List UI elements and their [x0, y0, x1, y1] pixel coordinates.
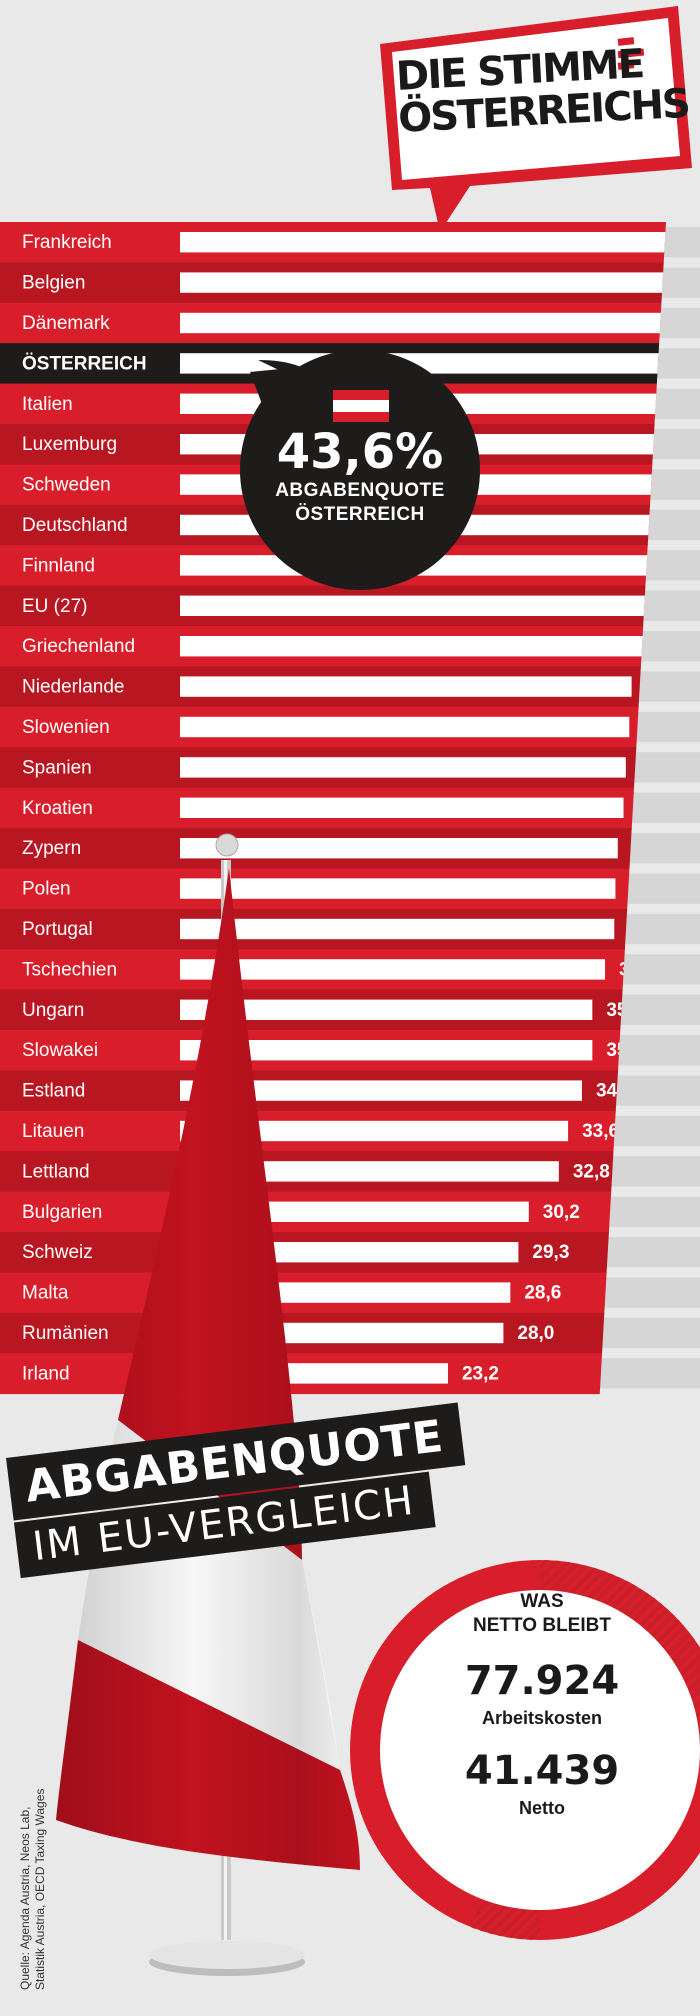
category-label: Frankreich — [22, 232, 112, 253]
value-label: 28,0 — [517, 1323, 554, 1344]
bar — [180, 838, 618, 859]
callout-line-1: ABGABENQUOTE — [275, 480, 445, 501]
value-label: 30,2 — [543, 1202, 580, 1223]
category-label: Estland — [22, 1081, 85, 1102]
value-label: 28,6 — [524, 1283, 561, 1304]
category-label: Niederlande — [22, 677, 124, 698]
logo — [380, 6, 692, 232]
bar — [180, 797, 624, 818]
category-label: Rumänien — [22, 1323, 109, 1344]
source-line-1: Quelle: Agenda Austria, Neos Lab, — [18, 1806, 32, 1990]
bar — [180, 959, 606, 980]
bar — [180, 918, 615, 940]
category-label: Belgien — [22, 273, 85, 294]
category-label: EU (27) — [22, 596, 87, 617]
category-label: Portugal — [22, 919, 93, 940]
callout-text: 43,6% ABGABENQUOTE ÖSTERREICH — [240, 425, 480, 527]
category-label: Dänemark — [22, 313, 110, 334]
bar — [180, 595, 651, 616]
netto-heading-1: WAS — [520, 1591, 564, 1612]
category-label: Griechenland — [22, 636, 135, 657]
source-note: Quelle: Agenda Austria, Neos Lab, Statis… — [18, 1760, 48, 1990]
category-label: Zypern — [22, 838, 81, 859]
category-label: Kroatien — [22, 798, 93, 819]
category-label: Spanien — [22, 757, 92, 778]
category-label: Tschechien — [22, 959, 117, 980]
netto-value-net: 41.439 — [464, 1748, 620, 1794]
netto-heading-2: NETTO BLEIBT — [473, 1615, 611, 1636]
value-label: 32,8 — [573, 1161, 610, 1182]
callout-line-2: ÖSTERREICH — [295, 504, 425, 525]
logo-text: DIE STIMME ÖSTERREICHS — [395, 41, 690, 142]
bar — [180, 312, 666, 334]
category-label: Polen — [22, 879, 71, 900]
chart-rows: Frankreich46,2Belgien46,2Dänemark44,2ÖST… — [0, 222, 666, 1395]
bar — [180, 636, 647, 657]
bar — [180, 1161, 559, 1182]
bar — [180, 272, 666, 293]
value-label: 29,3 — [532, 1242, 569, 1263]
category-label: Litauen — [22, 1121, 84, 1142]
callout-percent: 43,6% — [276, 424, 444, 480]
bar — [180, 676, 632, 697]
category-label: Irland — [22, 1363, 70, 1384]
netto-label-net: Netto — [519, 1798, 565, 1818]
category-label: Luxemburg — [22, 434, 117, 455]
value-label: 23,2 — [462, 1363, 499, 1384]
category-label: Malta — [22, 1283, 69, 1304]
category-label: ÖSTERREICH — [22, 353, 147, 374]
category-label: Schweiz — [22, 1242, 93, 1263]
category-label: Italien — [22, 394, 73, 415]
value-label: 33,6 — [582, 1121, 619, 1142]
bar — [180, 232, 666, 253]
bar — [180, 757, 626, 778]
category-label: Bulgarien — [22, 1202, 102, 1223]
category-label: Deutschland — [22, 515, 128, 536]
category-label: Schweden — [22, 475, 111, 496]
bar — [180, 716, 630, 738]
bar — [180, 999, 593, 1020]
bar — [180, 353, 666, 374]
callout-bubble — [240, 350, 480, 590]
netto-value-labor-cost: 77.924 — [464, 1658, 620, 1704]
category-label: Ungarn — [22, 1000, 84, 1021]
bar — [180, 878, 616, 899]
source-line-2: Statistik Austria, OECD Taxing Wages — [33, 1788, 47, 1990]
netto-label-labor-cost: Arbeitskosten — [481, 1708, 603, 1728]
category-label: Slowakei — [22, 1040, 98, 1061]
category-label: Lettland — [22, 1161, 90, 1182]
netto-circle — [350, 1560, 700, 1941]
bar — [180, 1120, 569, 1142]
category-label: Finnland — [22, 555, 95, 576]
category-label: Slowenien — [22, 717, 110, 738]
bar — [180, 1080, 582, 1101]
bar — [180, 1040, 593, 1061]
